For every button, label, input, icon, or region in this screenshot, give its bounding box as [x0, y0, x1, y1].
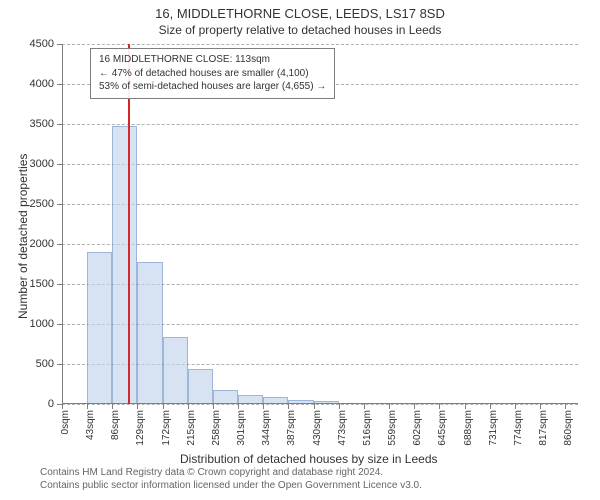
x-tick-mark: [389, 404, 390, 409]
x-tick-mark: [213, 404, 214, 409]
x-tick-mark: [515, 404, 516, 409]
histogram-bar: [112, 126, 137, 404]
x-tick-mark: [137, 404, 138, 409]
gridline: [62, 204, 578, 205]
x-tick-label: 602sqm: [412, 410, 423, 446]
x-tick-mark: [490, 404, 491, 409]
gridline: [62, 164, 578, 165]
x-axis-label: Distribution of detached houses by size …: [180, 452, 438, 466]
x-tick-mark: [414, 404, 415, 409]
x-tick-mark: [238, 404, 239, 409]
x-tick-label: 258sqm: [211, 410, 222, 446]
x-tick-label: 0sqm: [60, 410, 71, 434]
x-tick-mark: [112, 404, 113, 409]
x-tick-label: 387sqm: [286, 410, 297, 446]
x-axis-line: [62, 403, 578, 404]
x-tick-mark: [439, 404, 440, 409]
x-tick-mark: [314, 404, 315, 409]
x-tick-label: 172sqm: [161, 410, 172, 446]
x-tick-label: 301sqm: [236, 410, 247, 446]
annotation-box: 16 MIDDLETHORNE CLOSE: 113sqm← 47% of de…: [90, 48, 335, 99]
histogram-bar: [137, 262, 162, 404]
y-axis-label: Number of detached properties: [16, 154, 30, 319]
x-tick-label: 774sqm: [513, 410, 524, 446]
footer-attribution: Contains HM Land Registry data © Crown c…: [40, 466, 422, 492]
annotation-line: 53% of semi-detached houses are larger (…: [99, 80, 326, 94]
x-tick-label: 86sqm: [110, 410, 121, 440]
x-tick-mark: [288, 404, 289, 409]
x-tick-label: 43sqm: [85, 410, 96, 440]
x-tick-label: 215sqm: [186, 410, 197, 446]
histogram-bar: [188, 369, 213, 404]
chart-subtitle: Size of property relative to detached ho…: [0, 21, 600, 37]
x-tick-mark: [188, 404, 189, 409]
y-axis-line: [62, 44, 63, 404]
x-tick-label: 860sqm: [563, 410, 574, 446]
x-tick-mark: [87, 404, 88, 409]
x-tick-mark: [62, 404, 63, 409]
x-tick-mark: [339, 404, 340, 409]
x-tick-mark: [465, 404, 466, 409]
annotation-line: 16 MIDDLETHORNE CLOSE: 113sqm: [99, 53, 326, 67]
x-tick-label: 731sqm: [488, 410, 499, 446]
gridline: [62, 244, 578, 245]
x-tick-label: 430sqm: [312, 410, 323, 446]
histogram-bar: [163, 337, 188, 404]
footer-line: Contains public sector information licen…: [40, 479, 422, 492]
gridline: [62, 124, 578, 125]
x-tick-label: 559sqm: [387, 410, 398, 446]
x-tick-mark: [364, 404, 365, 409]
x-tick-mark: [565, 404, 566, 409]
x-tick-mark: [163, 404, 164, 409]
x-tick-label: 645sqm: [437, 410, 448, 446]
histogram-bar: [87, 252, 112, 404]
x-tick-label: 129sqm: [135, 410, 146, 446]
x-tick-label: 344sqm: [261, 410, 272, 446]
gridline: [62, 404, 578, 405]
histogram-bar: [213, 390, 238, 404]
plot-area: 0500100015002000250030003500400045000sqm…: [62, 44, 578, 404]
x-tick-label: 516sqm: [362, 410, 373, 446]
x-tick-mark: [263, 404, 264, 409]
histogram-chart: 16, MIDDLETHORNE CLOSE, LEEDS, LS17 8SD …: [0, 0, 600, 500]
footer-line: Contains HM Land Registry data © Crown c…: [40, 466, 422, 479]
x-tick-label: 688sqm: [463, 410, 474, 446]
x-tick-mark: [540, 404, 541, 409]
x-tick-label: 817sqm: [538, 410, 549, 446]
chart-title: 16, MIDDLETHORNE CLOSE, LEEDS, LS17 8SD: [0, 0, 600, 21]
x-tick-label: 473sqm: [337, 410, 348, 446]
annotation-line: ← 47% of detached houses are smaller (4,…: [99, 67, 326, 81]
gridline: [62, 44, 578, 45]
